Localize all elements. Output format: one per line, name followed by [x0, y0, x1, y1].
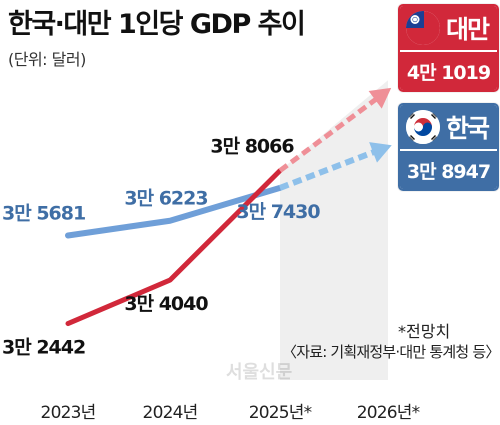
watermark: 서울신문 [226, 362, 293, 383]
unit-note: (단위: 달러) [8, 50, 86, 69]
x-tick-label: 2023년 [40, 403, 97, 423]
x-tick-label: 2026년* [356, 403, 420, 423]
chart-title: 한국·대만 1인당 GDP 추이 [8, 9, 306, 40]
data-label: 3만 4040 [124, 293, 208, 315]
data-label: 3만 8066 [210, 136, 294, 158]
forecast-arrowhead [368, 87, 392, 109]
taiwan-name: 대만 [446, 15, 490, 44]
korea-flag-icon [406, 110, 440, 144]
source-note: 〈자료: 기획재정부·대만 통계청 등〉 [282, 343, 500, 361]
korea-name: 한국 [446, 114, 490, 143]
data-label: 3만 6223 [124, 188, 207, 210]
taiwan-badge: 대만 4만 1019 [398, 4, 499, 92]
series-line [65, 168, 283, 327]
data-label: 3만 7430 [236, 201, 320, 223]
forecast-line [278, 96, 379, 173]
forecast-line [278, 148, 376, 191]
x-tick-label: 2025년* [248, 403, 312, 423]
taiwan-value: 4만 1019 [400, 50, 497, 90]
forecast-note: *전망치 [398, 322, 451, 341]
taiwan-flag-icon [406, 11, 440, 45]
forecast-arrowhead [369, 142, 392, 163]
x-tick-label: 2024년 [142, 403, 199, 423]
forecast-shade [280, 80, 388, 380]
series-line [65, 184, 283, 239]
korea-value: 3만 8947 [400, 149, 497, 189]
korea-badge: 한국 3만 8947 [398, 103, 499, 191]
data-label: 3만 2442 [2, 337, 85, 359]
data-label: 3만 5681 [2, 202, 85, 224]
